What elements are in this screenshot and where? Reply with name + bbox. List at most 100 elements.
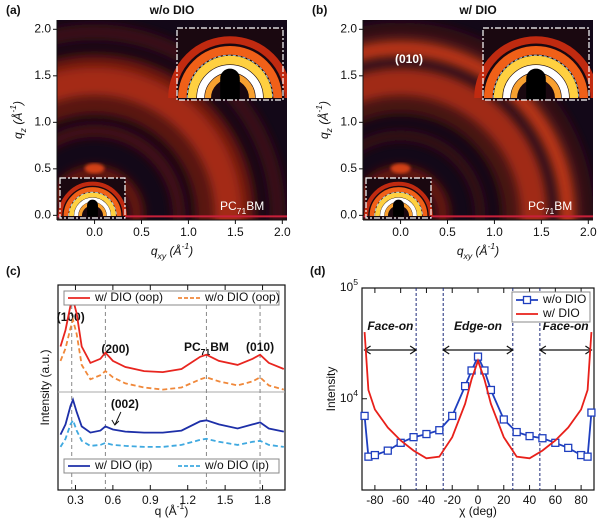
x-tick-label: 1.5	[533, 225, 550, 239]
x-tick-label: 2.0	[580, 225, 597, 239]
marker	[499, 415, 508, 424]
marker	[360, 411, 369, 421]
x-tick-label: -20	[444, 493, 462, 507]
marker	[435, 426, 444, 435]
region-arrow	[538, 345, 593, 355]
beamstop	[87, 199, 98, 211]
inset-ring	[187, 55, 273, 99]
marker	[512, 427, 521, 437]
x-tick-label: 1.5	[217, 493, 234, 507]
peak-label: (010)	[246, 340, 274, 354]
y-tick-label: 1.5	[34, 68, 51, 82]
inset-frame	[482, 27, 590, 101]
panel-label: (d)	[310, 264, 325, 278]
annotation: (010)	[395, 52, 423, 66]
y-tick-label: 0.5	[34, 161, 51, 175]
peak-label: PC71BM	[184, 340, 229, 357]
x-tick-label: 20	[497, 493, 511, 507]
inset-ring	[63, 187, 122, 217]
inset-ring	[364, 181, 433, 217]
inset-frame	[365, 177, 432, 219]
x-axis-label: qxy (Å-1)	[151, 241, 193, 261]
legend-label: w/o DIO	[542, 292, 586, 306]
marker	[460, 381, 470, 391]
inset-ring	[493, 55, 579, 99]
legend-label: w/ DIO (oop)	[94, 290, 163, 304]
y-tick-label: 0.0	[340, 208, 357, 222]
region-arrow	[363, 345, 418, 355]
x-tick-label: 0.3	[67, 493, 84, 507]
marker	[383, 446, 392, 455]
inset-ring	[69, 192, 116, 217]
legend-box	[63, 290, 280, 306]
x-tick-label: 80	[574, 493, 588, 507]
inset-ring	[168, 36, 287, 99]
specular-spot	[390, 163, 411, 174]
region-label: Face-on	[543, 319, 589, 333]
marker	[587, 408, 596, 417]
annotation: PC71BM	[528, 199, 572, 216]
arrow	[111, 411, 122, 426]
panel-label: (b)	[312, 3, 327, 17]
inset-ring	[369, 187, 428, 217]
marker	[448, 411, 457, 421]
detector-image	[57, 20, 287, 220]
x-tick-label: 1.8	[254, 493, 271, 507]
detector-image	[363, 20, 593, 220]
marker	[370, 450, 380, 460]
inset-guide	[186, 54, 274, 99]
legend-label: w/ DIO (ip)	[94, 458, 152, 472]
x-tick-label: 1.0	[486, 225, 503, 239]
y-tick-label: 105	[340, 277, 358, 294]
annotation: PC71BM	[220, 199, 264, 216]
y-tick-label: 0.5	[340, 161, 357, 175]
x-tick-label: -80	[366, 493, 384, 507]
x-tick-label: 1.5	[227, 225, 244, 239]
chart-title: w/o DIO	[149, 3, 195, 17]
legend-marker	[522, 295, 532, 305]
y-axis-label: qz (Å-1)	[8, 101, 28, 139]
region-label: Edge-on	[454, 319, 502, 333]
region-label: Face-on	[367, 319, 413, 333]
y-tick-label: 1.0	[340, 114, 357, 128]
peak-label: (002)	[111, 397, 139, 411]
inset-guide	[68, 191, 117, 217]
inset-guide	[492, 54, 580, 99]
marker	[409, 433, 418, 442]
y-axis-label: Intensity (a.u.)	[38, 349, 52, 425]
beamstop	[220, 68, 240, 89]
inset-ring	[58, 181, 127, 217]
x-tick-label: 0.5	[439, 225, 456, 239]
x-tick-label: 40	[523, 493, 537, 507]
series-line	[59, 316, 285, 391]
y-tick-label: 104	[340, 388, 358, 405]
marker	[583, 452, 592, 461]
x-tick-label: 1.2	[179, 493, 196, 507]
panel-label: (a)	[6, 3, 21, 17]
y-tick-label: 1.0	[34, 114, 51, 128]
series-line	[59, 397, 284, 435]
x-axis-label: qxy (Å-1)	[457, 241, 499, 261]
x-tick-label: 2.0	[274, 225, 291, 239]
inset-guide	[374, 191, 423, 217]
marker	[538, 434, 547, 443]
marker	[422, 429, 431, 439]
legend-label: w/ DIO	[542, 306, 580, 320]
peak-label: (200)	[101, 342, 129, 356]
inset-ring	[483, 46, 589, 99]
beamstop	[393, 199, 404, 211]
marker	[525, 431, 534, 441]
x-tick-label: 0	[475, 493, 482, 507]
inset-frame	[59, 177, 126, 219]
legend-label: w/o DIO (oop)	[204, 290, 280, 304]
x-tick-label: 0.9	[142, 493, 159, 507]
marker	[564, 443, 573, 453]
beamstop	[393, 205, 404, 217]
x-tick-label: 60	[549, 493, 563, 507]
inset-ring	[375, 192, 422, 217]
y-axis-label: qz (Å-1)	[314, 101, 334, 139]
x-axis-label: χ (deg)	[459, 504, 497, 518]
chart-title: w/ DIO	[458, 3, 496, 17]
legend-box	[63, 458, 280, 474]
